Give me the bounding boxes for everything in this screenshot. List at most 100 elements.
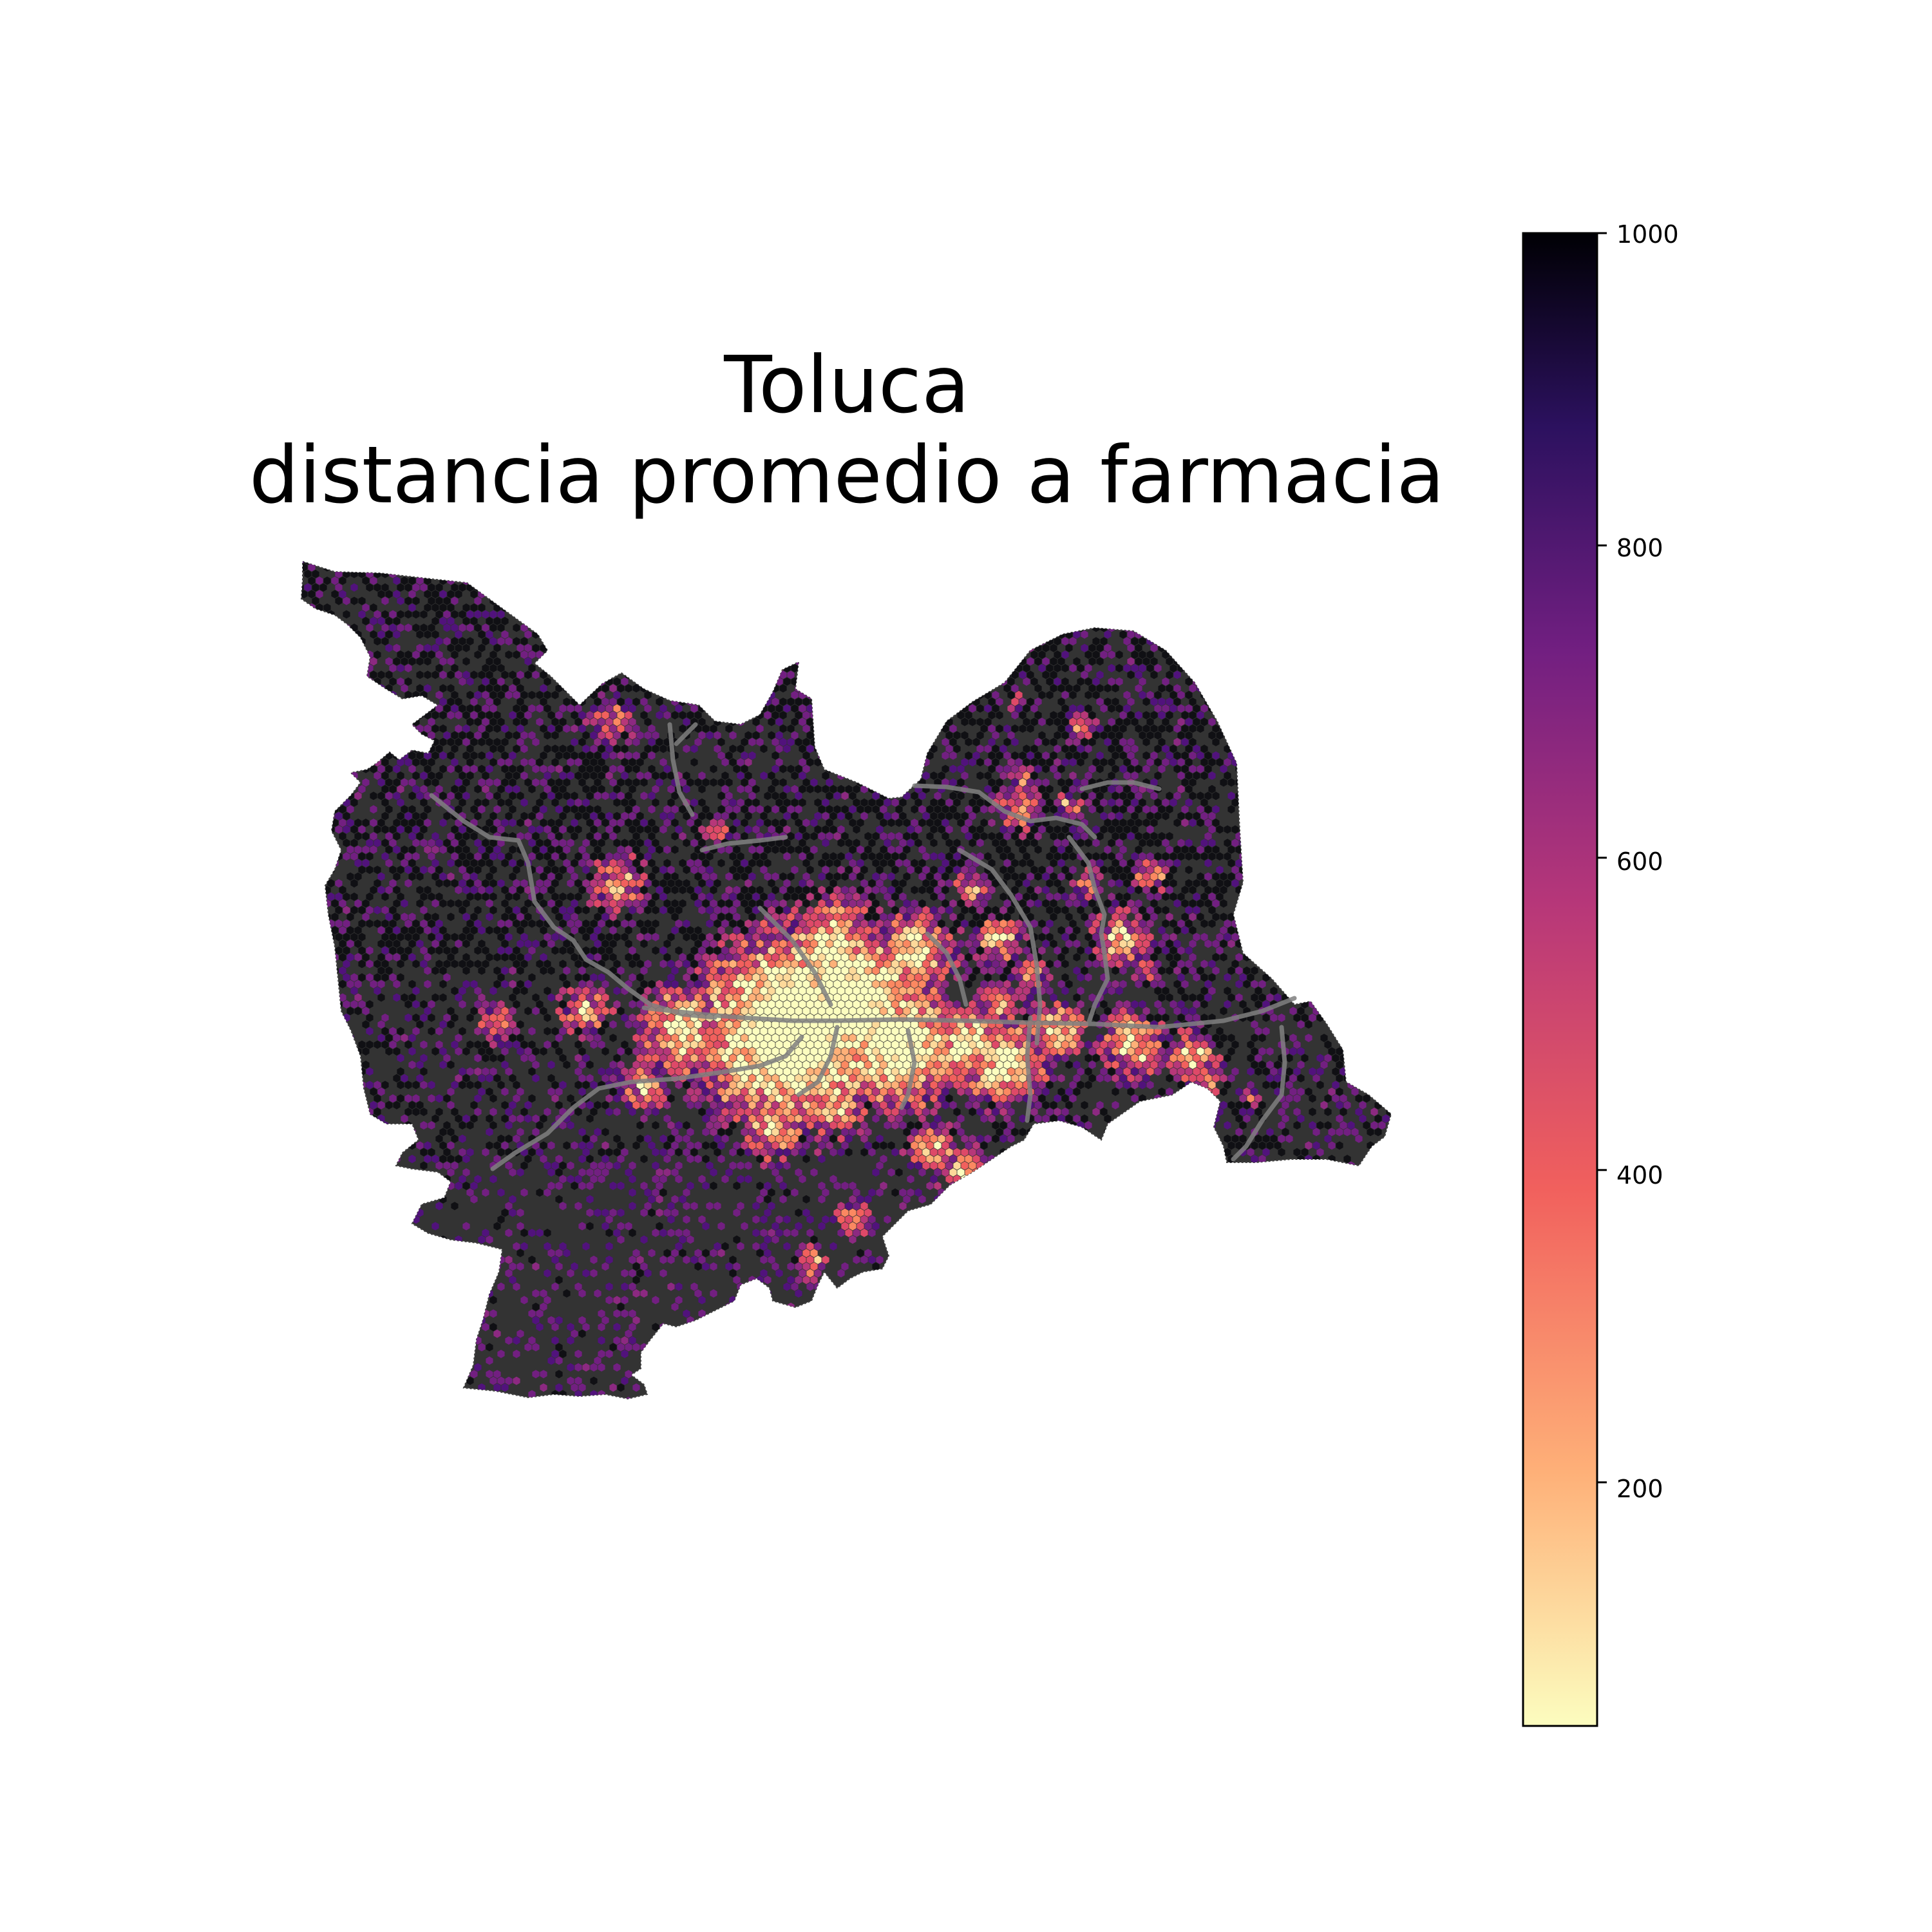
hex-cell xyxy=(710,576,717,585)
hex-cell xyxy=(775,704,783,713)
hex-cell xyxy=(949,630,957,639)
hex-cell xyxy=(555,563,563,572)
hex-cell xyxy=(1204,805,1212,814)
hex-cell xyxy=(1181,737,1189,746)
hex-cell xyxy=(1340,798,1347,807)
hex-cell xyxy=(1378,758,1386,767)
hex-cell xyxy=(768,731,775,740)
hex-cell xyxy=(833,791,841,800)
hex-cell xyxy=(443,637,451,646)
hex-cell xyxy=(721,690,729,699)
hex-cell xyxy=(301,858,308,867)
hex-cell xyxy=(1042,778,1050,787)
hex-cell xyxy=(772,778,779,787)
hex-cell xyxy=(1301,744,1309,753)
hex-cell xyxy=(497,623,505,632)
hex-cell xyxy=(837,569,845,578)
hex-cell xyxy=(513,596,520,605)
hex-cell xyxy=(1204,643,1212,652)
hex-cell xyxy=(455,630,462,639)
hex-cell xyxy=(961,731,969,740)
hex-cell xyxy=(621,717,629,726)
hex-cell xyxy=(636,650,644,659)
hex-cell xyxy=(331,764,339,773)
hex-cell xyxy=(1363,569,1370,578)
hex-cell xyxy=(1239,772,1247,780)
hex-cell xyxy=(308,590,316,599)
hex-cell xyxy=(447,603,455,612)
hex-cell xyxy=(934,724,942,733)
hex-cell xyxy=(787,576,795,585)
hex-cell xyxy=(304,569,312,578)
hex-cell xyxy=(551,637,559,646)
hex-cell xyxy=(1011,805,1019,814)
hex-cell xyxy=(1270,838,1278,848)
hex-cell xyxy=(1382,590,1390,599)
hex-cell xyxy=(609,590,617,599)
hex-cell xyxy=(841,751,849,760)
hex-cell xyxy=(489,610,497,619)
hex-cell xyxy=(551,758,559,767)
hex-cell xyxy=(822,690,829,699)
hex-cell xyxy=(555,711,563,720)
hex-cell xyxy=(914,704,922,713)
hex-cell xyxy=(1142,764,1150,773)
hex-cell xyxy=(551,784,559,793)
hex-cell xyxy=(1092,650,1100,659)
hex-cell xyxy=(772,764,779,773)
hex-cell xyxy=(578,684,586,693)
hex-cell xyxy=(1347,610,1355,619)
hex-cell xyxy=(1390,791,1391,800)
hex-cell xyxy=(1251,711,1258,720)
hex-cell xyxy=(795,603,802,612)
hex-cell xyxy=(1077,677,1084,686)
hex-cell xyxy=(775,569,783,578)
hex-cell xyxy=(833,603,841,612)
hex-cell xyxy=(1363,650,1370,659)
hex-cell xyxy=(1030,704,1038,713)
hex-cell xyxy=(1030,650,1038,659)
hex-cell xyxy=(644,677,652,686)
hex-cell xyxy=(1274,670,1282,679)
hex-cell xyxy=(1127,737,1135,746)
hex-cell xyxy=(802,684,810,693)
hex-cell xyxy=(1390,616,1391,625)
hex-cell xyxy=(1251,643,1258,652)
hex-cell xyxy=(482,562,489,565)
hex-cell xyxy=(868,704,876,713)
hex-cell xyxy=(1251,845,1258,854)
hex-cell xyxy=(899,623,907,632)
hex-cell xyxy=(884,784,891,793)
hex-cell xyxy=(1367,603,1374,612)
hex-cell xyxy=(899,704,907,713)
hex-cell xyxy=(393,550,400,558)
hex-cell xyxy=(582,637,590,646)
hex-cell xyxy=(1057,724,1065,733)
hex-cell xyxy=(1057,805,1065,814)
hex-cell xyxy=(601,751,609,760)
hex-cell xyxy=(489,811,497,820)
hex-cell xyxy=(799,717,806,726)
hex-cell xyxy=(1266,657,1274,666)
hex-cell xyxy=(1370,879,1378,888)
hex-cell xyxy=(343,731,350,740)
hex-cell xyxy=(1378,798,1386,807)
hex-cell xyxy=(714,731,721,740)
hex-cell xyxy=(1054,677,1061,686)
hex-cell xyxy=(1231,623,1239,632)
hex-cell xyxy=(1235,550,1242,558)
hex-cell xyxy=(1285,690,1293,699)
hex-cell xyxy=(659,610,667,619)
hex-cell xyxy=(1127,764,1135,773)
hex-cell xyxy=(590,772,598,780)
hex-cell xyxy=(1030,717,1038,726)
hex-cell xyxy=(1142,550,1150,558)
hex-cell xyxy=(544,610,551,619)
hex-cell xyxy=(1224,596,1231,605)
hex-cell xyxy=(489,583,497,592)
hex-cell xyxy=(1382,805,1390,814)
hex-cell xyxy=(520,596,528,605)
hex-cell xyxy=(1343,791,1351,800)
hex-cell xyxy=(1100,569,1108,578)
hex-cell xyxy=(319,704,327,713)
